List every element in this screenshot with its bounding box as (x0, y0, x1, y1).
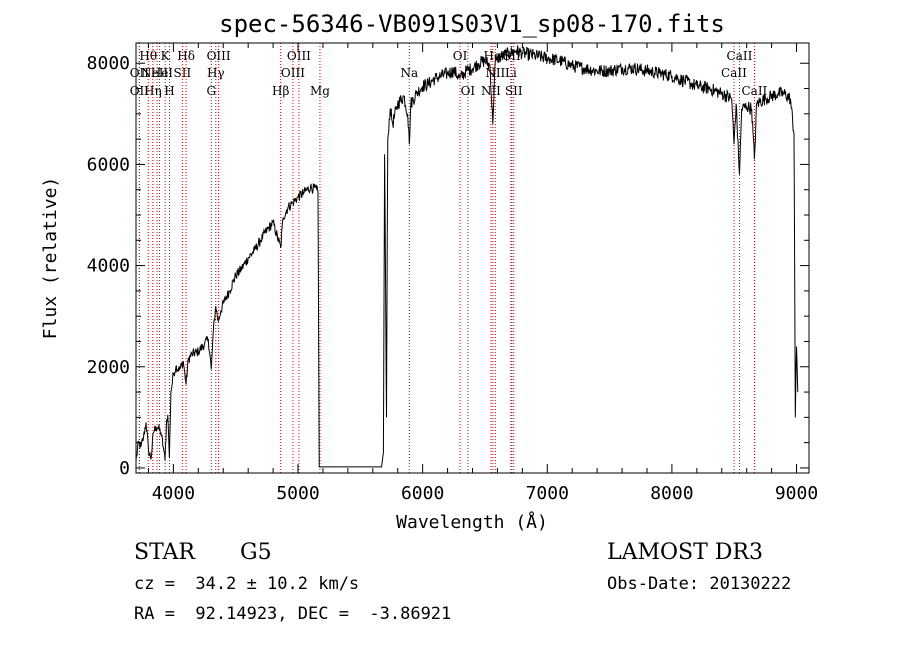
spectral-line-label: He (151, 66, 169, 80)
spectral-line-label: OIII (287, 49, 311, 63)
y-tick-label: 4000 (87, 256, 130, 277)
spectral-line-label: Na (400, 66, 418, 80)
spectral-line-label: SII (174, 66, 192, 80)
object-subclass: G5 (240, 540, 272, 565)
x-tick-label: 5000 (276, 483, 319, 504)
spectral-line-label: CaII (727, 49, 753, 63)
y-axis-label: Flux (relative) (40, 177, 61, 340)
spectral-line-label: Mg (310, 84, 330, 98)
spectral-line-label: OI (461, 84, 476, 98)
x-axis-label: Wavelength (Å) (396, 511, 548, 533)
spectral-line-label: OII (130, 84, 150, 98)
x-tick-label: 4000 (152, 483, 195, 504)
spectral-line-label: H (164, 84, 174, 98)
y-tick-label: 6000 (87, 154, 130, 175)
spectral-line-label: Hθ (139, 49, 157, 63)
spectral-line-label: G (206, 84, 216, 98)
y-tick-label: 0 (119, 458, 130, 479)
spectral-line-label: CaII (721, 66, 747, 80)
plot-frame (135, 42, 810, 474)
spectral-line-label: CaII (741, 84, 767, 98)
observation-date: Obs-Date: 20130222 (607, 574, 792, 594)
spectral-line-label: K (161, 49, 171, 63)
axis-tick-labels: 4000 5000 6000 7000 8000 9000 0 2000 4000 6000 800… (87, 53, 819, 504)
y-tick-label: 2000 (87, 357, 130, 378)
spectral-line-markers (138, 43, 755, 473)
chart-title: spec-56346-VB091S03V1_sp08-170.fits (219, 10, 725, 38)
spectral-line-labels: OIIOIIHθHηNeIIIHeKHSIIHδGHγOIIIHβOIIIOII… (130, 49, 768, 98)
axis-ticks (136, 43, 809, 473)
spectral-line-label: Hδ (177, 49, 195, 63)
x-tick-label: 6000 (401, 483, 444, 504)
x-tick-label: 8000 (650, 483, 693, 504)
spectral-line-label: OI (453, 49, 468, 63)
flux-series-line (135, 45, 799, 468)
spectral-line-label: OIII (281, 66, 305, 80)
y-tick-label: 8000 (87, 53, 130, 74)
x-tick-label: 7000 (526, 483, 569, 504)
spectral-line-label: OII (130, 66, 150, 80)
redshift-info: cz = 34.2 ± 10.2 km/s (134, 574, 360, 594)
spectral-line-label: Hβ (272, 84, 289, 98)
spectral-line-label: NeIII (141, 66, 173, 80)
object-type: STAR (134, 540, 195, 565)
spectral-line-label: SII (505, 84, 523, 98)
spectral-line-label: Hη (144, 84, 162, 98)
x-tick-label: 9000 (775, 483, 818, 504)
spectral-line-label: Li (505, 66, 517, 80)
spectral-line-label: Hγ (207, 66, 225, 80)
coordinates-info: RA = 92.14923, DEC = -3.86921 (134, 604, 452, 624)
survey-name: LAMOST DR3 (607, 540, 763, 565)
spectral-line-label: OIII (207, 49, 231, 63)
